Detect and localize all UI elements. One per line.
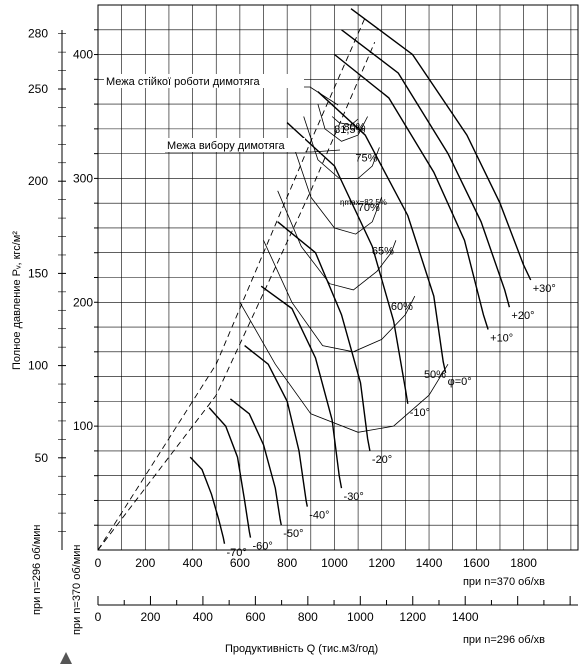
x-370-tick-label: 800 [277, 556, 297, 570]
vane-curves: +30° +20° +10° φ=0° -10° -20° -30° -40° -50° -60°… [189, 8, 556, 559]
vane-angle-label: +10° [490, 333, 513, 345]
y-370-tick-label: 200 [73, 295, 93, 309]
y-296-tick-label: 100 [28, 359, 48, 373]
vane-angle-label: +30° [533, 283, 556, 295]
x-370-tick-label: 400 [183, 556, 203, 570]
efficiency-curve [291, 141, 383, 235]
vane-curve [208, 407, 252, 538]
ylabel-296: при n=296 об/мин [31, 525, 43, 615]
efficiency-curve [317, 103, 368, 142]
efficiency-curve [239, 302, 449, 433]
stability-label-bg [104, 74, 304, 88]
y-296-tick-label: 200 [28, 174, 48, 188]
x-axis-370-ticks: 0 200 400 600 800 1000 1200 1400 1600 1800 [95, 556, 538, 570]
xlabel-main: Продуктивність Q (тис.м3/год) [225, 643, 378, 655]
x-296-tick-label: 200 [140, 610, 160, 624]
vane-curve [334, 53, 489, 330]
x-370-tick-label: 1400 [416, 556, 443, 570]
vane-angle-label: -20° [372, 454, 392, 466]
efficiency-curve [331, 116, 359, 126]
vane-curve [317, 91, 447, 374]
vane-curve [189, 456, 226, 544]
x-296-tick-label: 1400 [452, 610, 479, 624]
efficiency-label: 81,5% [334, 124, 365, 136]
vane-angle-label: φ=0° [448, 376, 472, 388]
efficiency-label: 70% [358, 202, 380, 214]
y-axis-296-ticks: 50 100 150 200 250 280 [28, 27, 66, 532]
grid [98, 5, 578, 550]
ylabel-370: при n=370 об/мин [71, 545, 83, 635]
efficiency-label: 50% [424, 369, 446, 381]
triangle-up-icon [60, 652, 72, 664]
ylabel-main: Полное давление Pᵥ, кгс/м² [11, 231, 23, 370]
x-296-tick-label: 600 [245, 610, 265, 624]
vane-angle-label: -10° [410, 407, 430, 419]
x-370-tick-label: 1800 [510, 556, 537, 570]
vane-curve [277, 221, 371, 452]
efficiency-curve [303, 116, 380, 179]
x-370-tick-label: 200 [135, 556, 155, 570]
x-296-tick-label: 0 [95, 610, 102, 624]
vane-curve [350, 8, 532, 281]
efficiency-label: 75% [355, 152, 377, 164]
selection-label-leader [311, 149, 341, 153]
x-axis-296-ticks: 0 200 400 600 800 1000 1200 1400 [95, 596, 571, 624]
y-370-tick-label: 400 [73, 48, 93, 62]
x-296-tick-label: 400 [193, 610, 213, 624]
x-370-tick-label: 600 [230, 556, 250, 570]
vane-curve [244, 345, 308, 507]
y-axis-370-ticks: 100 200 300 400 [73, 29, 98, 526]
y-296-tick-label: 280 [28, 27, 48, 41]
vane-angle-label: +20° [511, 310, 534, 322]
x-370-tick-label: 1200 [368, 556, 395, 570]
xlabel-296: при n=296 об/хв [463, 634, 545, 646]
y-370-tick-label: 100 [73, 419, 93, 433]
efficiency-label: 60% [391, 301, 413, 313]
x-296-tick-label: 800 [298, 610, 318, 624]
vane-curve [286, 122, 409, 404]
x-370-tick-label: 1000 [321, 556, 348, 570]
selection-limit-line [97, 42, 376, 551]
efficiency-curve [277, 190, 397, 291]
x-370-tick-label: 0 [95, 556, 102, 570]
vane-curve [341, 29, 511, 308]
limit-lines [97, 17, 376, 551]
x-296-tick-label: 1000 [347, 610, 374, 624]
selection-label-bg [165, 138, 305, 152]
xlabel-370: при n=370 об/хв [463, 576, 545, 588]
vane-angle-label: -50° [283, 528, 303, 540]
y-296-tick-label: 150 [28, 266, 48, 280]
selection-limit-label: Межа вибору димотяга [167, 140, 286, 152]
vane-angle-label: -40° [309, 510, 329, 522]
x-370-tick-label: 1600 [463, 556, 490, 570]
y-370-tick-label: 300 [73, 171, 93, 185]
vane-angle-label: -60° [253, 541, 273, 553]
efficiency-curve [263, 240, 416, 353]
y-296-tick-label: 250 [28, 82, 48, 96]
stability-limit-line [97, 17, 366, 551]
efficiency-label: 65% [372, 245, 394, 257]
vane-curve [229, 398, 282, 526]
stability-label-leader [309, 86, 339, 106]
vane-angle-label: -70° [227, 547, 247, 559]
efficiency-curves: 50%60%65%70%75%80%81,5% [239, 103, 449, 433]
stability-limit-label: Межа стійкої роботи димотяга [106, 76, 261, 88]
vane-angle-label: -30° [344, 491, 364, 503]
vane-curve [260, 285, 343, 489]
x-296-tick-label: 1200 [399, 610, 426, 624]
eta-max-label: ηmax=82,5% [340, 198, 387, 207]
y-296-tick-label: 50 [35, 451, 49, 465]
